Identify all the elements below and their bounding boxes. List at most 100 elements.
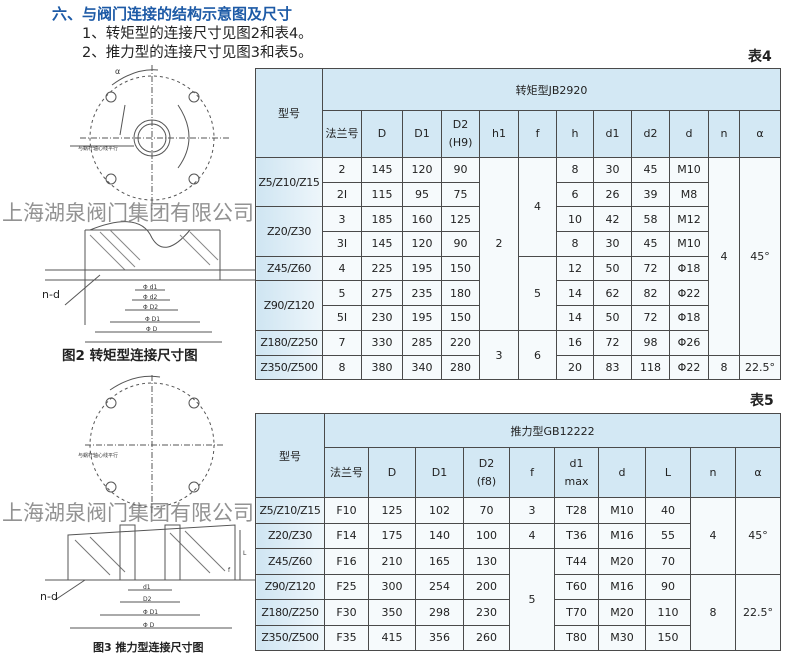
table-cell: 6 [518, 329, 557, 381]
table-cell: 10 [556, 206, 594, 233]
table-cell: 4 [690, 497, 736, 575]
column-header: n [690, 447, 736, 498]
table-cell: M10 [669, 231, 709, 257]
table-cell: 8 [322, 354, 362, 381]
table-cell: 95 [402, 181, 442, 208]
fig2-D2-label: Φ D2 [143, 304, 158, 311]
table-cell: 50 [593, 255, 632, 282]
model-cell: Z45/Z60 [255, 255, 323, 282]
column-header: h1 [479, 110, 519, 158]
column-header: d [598, 447, 646, 498]
table-cell: 58 [631, 206, 670, 233]
column-header: D1 [415, 447, 464, 498]
table-cell: M20 [598, 548, 646, 575]
table-cell: 8 [690, 573, 736, 651]
table-cell: 90 [441, 231, 480, 257]
table-cell: 26 [593, 181, 632, 208]
table-cell: 200 [463, 573, 510, 600]
table-cell: 5 [518, 255, 557, 331]
table-cell: T80 [554, 624, 599, 651]
table-row: Z90/Z120 F25 300 254 200 T60 M16 90 8 22.5° [255, 573, 782, 651]
table-cell: 195 [402, 305, 442, 331]
table-cell: 110 [645, 599, 691, 626]
fig3-L-label: L [243, 550, 247, 557]
table-cell: M16 [598, 573, 646, 600]
model-cell: Z180/Z250 [255, 329, 323, 356]
table-cell: 16 [556, 329, 594, 356]
table-cell: 62 [593, 280, 632, 307]
table-cell: 225 [361, 255, 403, 282]
column-header: α [734, 447, 782, 498]
fig2-alpha-label: α [115, 67, 120, 76]
table-cell: 275 [361, 280, 403, 307]
table-row: Z20/Z30 3 185 160 125 10 42 58 M12 [255, 206, 781, 257]
table-cell: 5 [509, 548, 555, 651]
table-cell: 4 [708, 157, 740, 356]
column-header: D1 [402, 110, 442, 158]
table-row: Z45/Z60 F16 210 165 130 5 T44 M20 70 [255, 548, 781, 651]
table-cell: 22.5° [738, 354, 782, 381]
column-header: 法兰号 [324, 447, 369, 498]
table-cell: M16 [598, 522, 646, 549]
model-cell: Z5/Z10/Z15 [255, 156, 323, 208]
table-cell: 300 [368, 573, 416, 600]
table-cell: 102 [415, 497, 464, 524]
table-cell: 230 [463, 599, 510, 626]
table-cell: 8 [708, 354, 740, 381]
table-cell: M20 [598, 599, 646, 626]
table-cell: 90 [645, 573, 691, 600]
table-cell: M30 [598, 624, 646, 651]
table-cell: 220 [441, 329, 480, 356]
model-header: 型号 [255, 68, 323, 158]
fig2-D-label: Φ D [146, 326, 158, 333]
model-cell: Z90/Z120 [255, 573, 325, 600]
table-cell: 160 [402, 206, 442, 233]
section-heading: 六、与阀门连接的结构示意图及尺寸 [52, 5, 293, 23]
group-header: 转矩型JB2920 [321, 68, 782, 111]
table4-label: 表4 [748, 49, 772, 65]
table-cell: 4 [509, 522, 555, 549]
table-cell: 195 [402, 255, 442, 282]
table-cell: 14 [556, 280, 594, 307]
figure2-drawing: n-d 与蜗杆轴心线平行 α Φ d1 Φ d2 Φ D2 Φ D1 Φ D [42, 65, 255, 343]
table-cell: 5I [322, 305, 362, 331]
fig2-D1-label: Φ D1 [145, 316, 160, 323]
table-cell: 210 [368, 548, 416, 575]
table-cell: M8 [669, 181, 709, 208]
table-cell: 254 [415, 573, 464, 600]
table-cell: 230 [361, 305, 403, 331]
table-cell: 40 [645, 497, 691, 524]
table-cell: 72 [593, 329, 632, 356]
table-cell: 125 [368, 497, 416, 524]
table-cell: 4 [322, 255, 362, 282]
table-cell: 75 [441, 181, 480, 208]
table-cell: 260 [463, 624, 510, 651]
model-cell: Z5/Z10/Z15 [255, 497, 325, 524]
table-cell: 4 [518, 157, 557, 257]
fig3-nd-label: n-d [40, 590, 58, 603]
table-row: Z180/Z250 F30 350 298 230 T70 M20 110 [255, 599, 781, 626]
column-header: L [645, 447, 691, 498]
column-header: d2 [631, 110, 670, 158]
table-cell: 3 [509, 497, 555, 524]
model-header: 型号 [255, 413, 325, 498]
table-cell: 30 [593, 231, 632, 257]
column-header: d [669, 110, 709, 158]
table-cell: M12 [669, 206, 709, 233]
model-cell: Z180/Z250 [255, 599, 325, 626]
table-cell: 150 [645, 624, 691, 651]
table-cell: 45° [738, 157, 782, 356]
table-cell: 118 [631, 354, 670, 381]
table-cell: 3 [479, 329, 519, 381]
table-cell: 100 [463, 522, 510, 549]
table-row: Z45/Z60 4 225 195 150 5 12 50 72 Φ18 [255, 255, 781, 331]
table-cell: 30 [593, 157, 632, 183]
table-row: 5I 230 195 150 14 50 72 Φ18 [256, 305, 781, 331]
table-row: Z180/Z250 7 330 285 220 3 6 16 72 98 Φ26 [255, 329, 781, 381]
table-cell: M10 [669, 157, 709, 183]
fig3-f-label: f [228, 567, 231, 574]
column-header: f [518, 110, 557, 158]
table-cell: 130 [463, 548, 510, 575]
table-cell: 2 [479, 157, 519, 331]
